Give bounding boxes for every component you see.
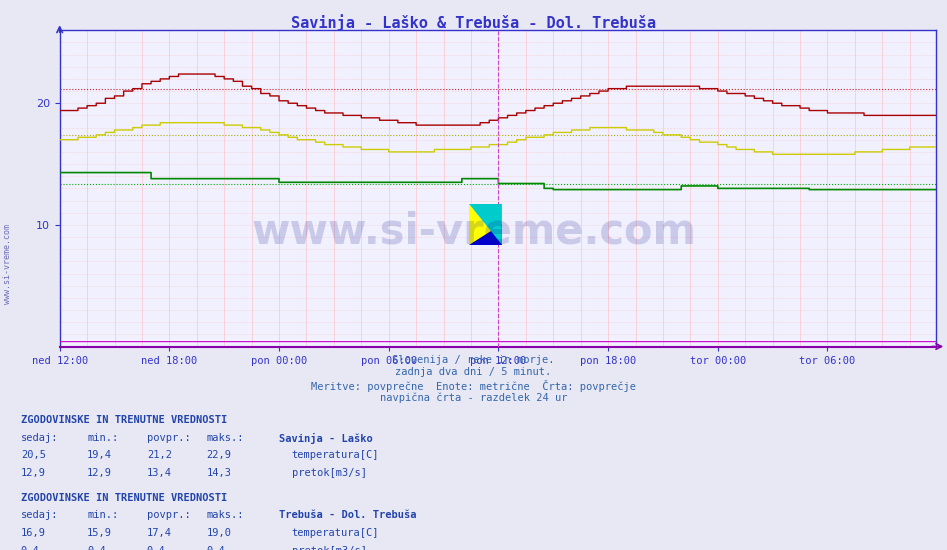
Text: povpr.:: povpr.: [147,510,190,520]
Text: temperatura[C]: temperatura[C] [292,450,379,460]
Polygon shape [469,204,502,245]
Text: maks.:: maks.: [206,510,244,520]
Text: 22,9: 22,9 [206,450,231,460]
Text: temperatura[C]: temperatura[C] [292,528,379,538]
Polygon shape [469,224,502,245]
Text: 0,4: 0,4 [21,546,40,550]
Text: ZGODOVINSKE IN TRENUTNE VREDNOSTI: ZGODOVINSKE IN TRENUTNE VREDNOSTI [21,493,227,503]
Text: 17,4: 17,4 [147,528,171,538]
Text: 0,4: 0,4 [206,546,225,550]
Text: sedaj:: sedaj: [21,433,59,443]
Text: navpična črta - razdelek 24 ur: navpična črta - razdelek 24 ur [380,393,567,403]
Text: 15,9: 15,9 [87,528,112,538]
Text: 20,5: 20,5 [21,450,45,460]
Text: www.si-vreme.com: www.si-vreme.com [251,210,696,252]
Text: Trebuša - Dol. Trebuša: Trebuša - Dol. Trebuša [279,510,417,520]
Text: 12,9: 12,9 [21,468,45,478]
Text: ZGODOVINSKE IN TRENUTNE VREDNOSTI: ZGODOVINSKE IN TRENUTNE VREDNOSTI [21,415,227,425]
Text: povpr.:: povpr.: [147,433,190,443]
Text: maks.:: maks.: [206,433,244,443]
Text: 19,0: 19,0 [206,528,231,538]
Text: pretok[m3/s]: pretok[m3/s] [292,468,366,478]
Text: 19,4: 19,4 [87,450,112,460]
Text: 12,9: 12,9 [87,468,112,478]
Text: zadnja dva dni / 5 minut.: zadnja dva dni / 5 minut. [396,367,551,377]
Text: Slovenija / reke in morje.: Slovenija / reke in morje. [392,355,555,365]
Text: Savinja - Laško & Trebuša - Dol. Trebuša: Savinja - Laško & Trebuša - Dol. Trebuša [291,14,656,31]
Text: sedaj:: sedaj: [21,510,59,520]
Text: 13,4: 13,4 [147,468,171,478]
Polygon shape [469,204,502,245]
Text: www.si-vreme.com: www.si-vreme.com [3,224,12,304]
Text: pretok[m3/s]: pretok[m3/s] [292,546,366,550]
Text: 21,2: 21,2 [147,450,171,460]
Text: 16,9: 16,9 [21,528,45,538]
Text: Meritve: povprečne  Enote: metrične  Črta: povprečje: Meritve: povprečne Enote: metrične Črta:… [311,380,636,392]
Text: min.:: min.: [87,433,118,443]
Text: 0,4: 0,4 [147,546,166,550]
Text: min.:: min.: [87,510,118,520]
Text: 14,3: 14,3 [206,468,231,478]
Text: 0,4: 0,4 [87,546,106,550]
Text: Savinja - Laško: Savinja - Laško [279,433,373,444]
